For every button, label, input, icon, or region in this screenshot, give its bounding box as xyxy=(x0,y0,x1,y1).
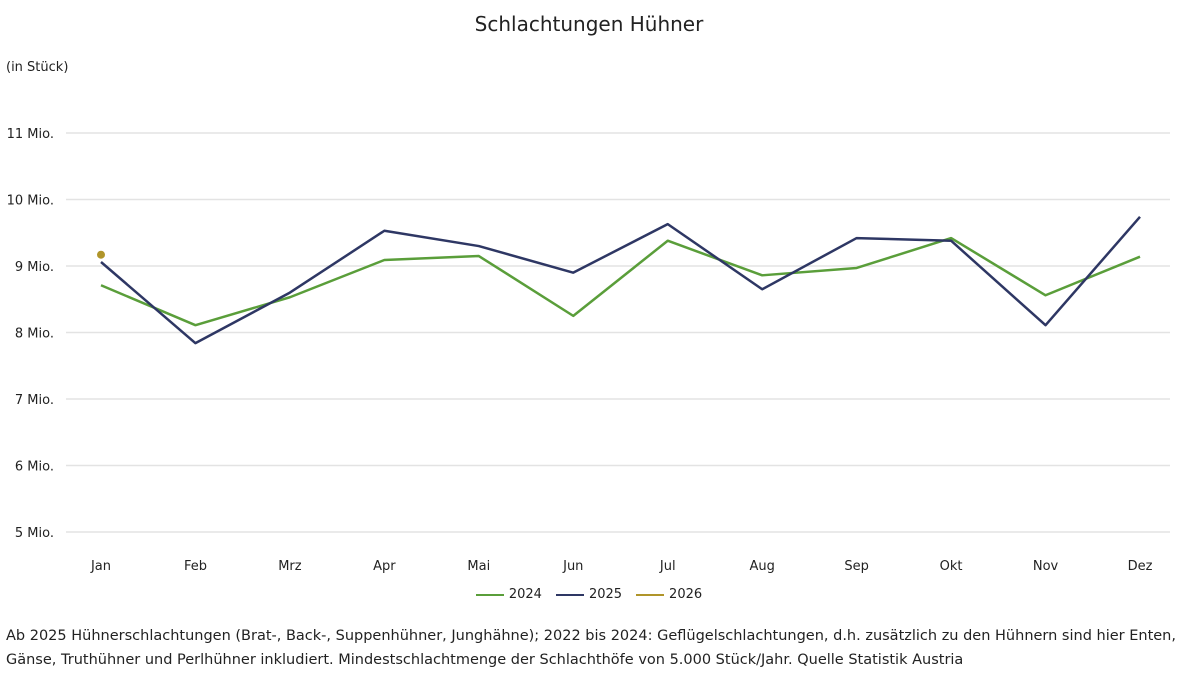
y-tick-label: 6 Mio. xyxy=(15,460,54,475)
legend-label: 2026 xyxy=(669,587,703,602)
legend-swatch xyxy=(636,593,665,596)
x-tick-label: Mai xyxy=(467,559,490,574)
y-axis-unit-label: (in Stück) xyxy=(6,60,69,75)
x-tick-label: Mrz xyxy=(278,559,302,574)
x-tick-label: Dez xyxy=(1128,559,1153,574)
plot-area: 5 Mio. 6 Mio. 7 Mio. 8 Mio. 9 Mio. 10 Mio. 11 … xyxy=(7,127,1170,574)
x-tick-label: Sep xyxy=(844,559,869,574)
y-tick-label: 7 Mio. xyxy=(15,393,54,408)
data-point-2026 xyxy=(97,250,105,259)
chart-title: Schlachtungen Hühner xyxy=(474,12,704,36)
legend-item-2025[interactable]: 2025 xyxy=(555,587,623,602)
y-tick-label: 8 Mio. xyxy=(15,327,54,342)
legend-item-2026[interactable]: 2026 xyxy=(636,587,702,602)
series-line-2025 xyxy=(100,215,1141,345)
legend: 2024 2025 2026 xyxy=(0,587,1178,602)
x-tick-label: Aug xyxy=(749,559,774,574)
legend-item-2024[interactable]: 2024 xyxy=(475,587,542,602)
x-tick-label: Apr xyxy=(373,559,396,574)
y-tick-label: 5 Mio. xyxy=(15,526,54,541)
x-tick-label: Jul xyxy=(659,559,676,574)
y-tick-label: 11 Mio. xyxy=(7,127,54,142)
y-tick-label: 9 Mio. xyxy=(15,260,54,275)
footnote: Ab 2025 Hühnerschlachtungen (Brat-, Back… xyxy=(6,628,1176,668)
y-tick-label: 10 Mio. xyxy=(7,194,54,209)
x-tick-label: Jun xyxy=(562,559,583,574)
x-tick-label: Okt xyxy=(940,559,963,574)
series-line-2024 xyxy=(100,236,1141,327)
x-tick-label: Feb xyxy=(184,559,207,574)
legend-label: 2024 xyxy=(508,587,542,602)
legend-swatch xyxy=(475,593,504,596)
x-tick-label: Nov xyxy=(1033,559,1059,574)
legend-label: 2025 xyxy=(588,587,623,602)
legend-swatch xyxy=(555,593,584,596)
x-tick-label: Jan xyxy=(90,559,111,574)
